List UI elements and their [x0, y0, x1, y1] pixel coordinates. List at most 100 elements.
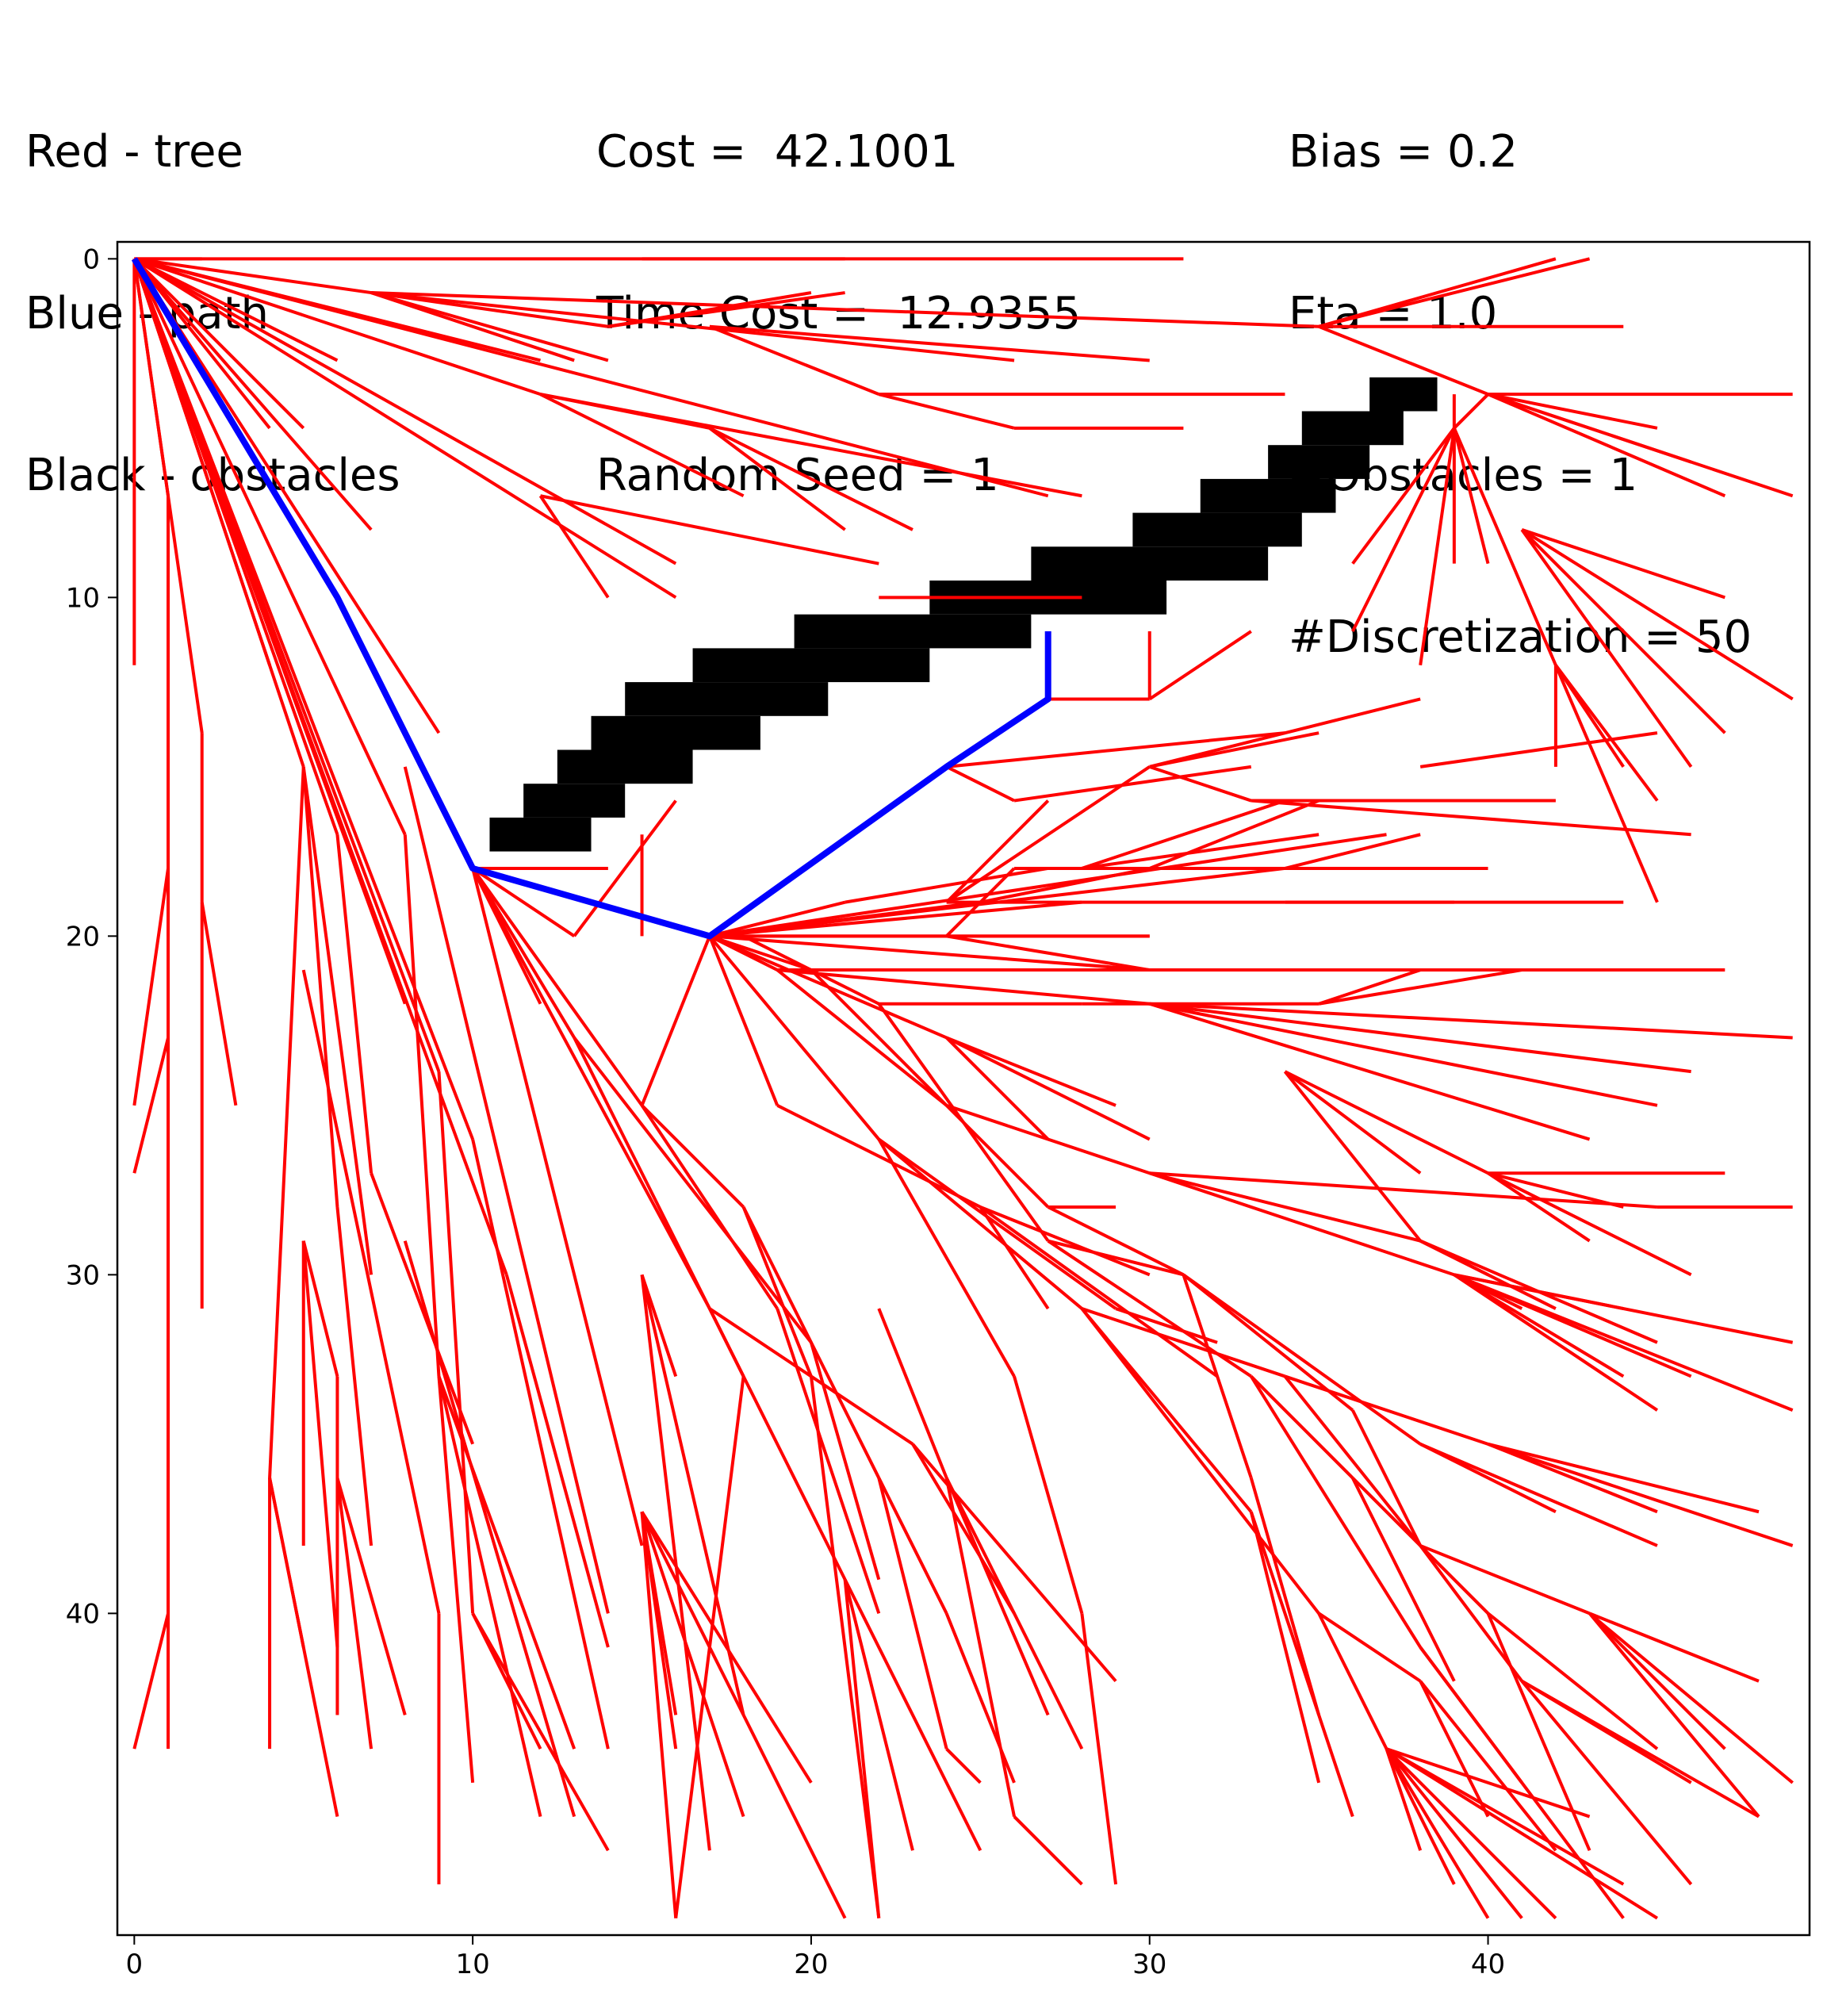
tree-edge	[877, 1138, 1016, 1378]
tree-edge	[945, 765, 1151, 904]
y-tick-label: 40	[66, 1598, 100, 1630]
tree-edge	[504, 1274, 610, 1648]
tree-edge	[1488, 393, 1658, 430]
discretization-label: #Discretization = 50	[1289, 611, 1752, 663]
tree-edge	[132, 257, 305, 430]
tree-edge	[1487, 393, 1726, 498]
tree-edge	[1081, 799, 1286, 870]
tree-edge	[471, 1612, 610, 1852]
tree-edge	[538, 495, 610, 599]
tree-edge	[776, 968, 948, 1107]
tree-edge	[640, 1274, 678, 1378]
tree-edge	[709, 934, 812, 972]
tree-edge	[403, 834, 441, 1377]
tree-edge	[877, 1002, 1050, 1242]
tree-edge	[335, 1478, 407, 1715]
tree-edge	[945, 765, 1015, 803]
tree-edge	[1283, 1375, 1422, 1547]
tree-edge	[133, 257, 677, 565]
tree-edge	[878, 1137, 1117, 1310]
tree-edge	[1351, 1477, 1456, 1682]
tree-edge	[979, 1205, 1219, 1378]
tree-edge	[132, 258, 508, 1276]
tree-edge	[1385, 1747, 1659, 1920]
tree-edge	[1182, 1273, 1422, 1446]
tree-edge	[132, 258, 271, 430]
tree-edge	[1148, 630, 1252, 701]
tree-edge	[133, 257, 1049, 498]
tree-edge	[437, 1376, 475, 1784]
tree-edge	[1149, 1171, 1455, 1277]
plot-frame	[116, 240, 1811, 1937]
tree-edge	[1318, 257, 1591, 328]
tree-edge	[945, 1036, 1116, 1107]
tree-edge	[877, 1308, 948, 1479]
tree-edge	[843, 1578, 982, 1852]
obstacle-cell	[1031, 546, 1269, 581]
tree-edge	[1487, 1612, 1659, 1750]
tree-edge	[944, 1477, 1050, 1716]
obstacle-cell	[1132, 512, 1302, 547]
tree-edge	[132, 868, 170, 1106]
obstacle-cell	[557, 749, 693, 784]
tree-edge	[1283, 1070, 1422, 1242]
tree-edge	[843, 1579, 914, 1851]
tree-edge	[132, 258, 475, 1140]
tree-edge	[640, 1274, 711, 1851]
tree-edge	[1149, 1171, 1421, 1243]
tree-edge	[708, 427, 846, 531]
tree-edge	[1487, 1442, 1794, 1547]
tree-edge	[1487, 1442, 1658, 1514]
tree-edge	[539, 393, 745, 498]
tree-edge	[437, 1375, 576, 1750]
tree-edge	[132, 1612, 170, 1750]
obstacle-cell	[489, 817, 592, 852]
tree-edge	[1115, 1307, 1218, 1344]
tree-edge	[946, 934, 1151, 972]
axis-ticks: 0 10 20 30 40 0 10 20 30 40	[66, 243, 1505, 1980]
tree-edge	[1487, 1171, 1692, 1277]
tree-edge	[640, 1511, 847, 1919]
tree-edge	[1013, 1815, 1083, 1886]
random-seed-label: Random Seed = 1	[596, 450, 999, 501]
x-tick-label: 30	[1132, 1949, 1166, 1980]
tree-edge	[709, 900, 846, 938]
tree-edge	[133, 257, 677, 600]
tree-edge	[1048, 1239, 1184, 1277]
tree-edge	[1149, 1002, 1591, 1141]
tree-edge	[1013, 1375, 1084, 1614]
tree-edge	[301, 766, 339, 1208]
tree-edge	[944, 1478, 1016, 1817]
tree-edge	[134, 257, 372, 295]
tree-edge	[471, 867, 644, 1107]
obstacle-cell	[1268, 445, 1370, 479]
tree-edge	[1318, 968, 1522, 1006]
tree-edge	[640, 1511, 813, 1784]
tree-edge	[1588, 1612, 1794, 1784]
tree-edge	[1013, 765, 1252, 803]
tree-edge	[1588, 1612, 1760, 1683]
tree-edge	[1520, 528, 1693, 768]
time-cost-label: Time Cost = 12.9355	[596, 288, 1082, 339]
tree-edge	[132, 259, 204, 734]
tree-edge	[573, 799, 677, 937]
y-tick-label: 20	[66, 921, 100, 952]
tree-edge	[437, 1071, 475, 1614]
tree-edge	[1385, 1747, 1591, 1819]
tree-edge	[1520, 528, 1726, 734]
tree-edge	[1419, 1544, 1523, 1682]
tree-edge	[1149, 1002, 1691, 1074]
tree-edge	[945, 1747, 982, 1784]
tree-edge	[132, 258, 373, 531]
tree-edge	[1149, 1002, 1658, 1107]
tree-edge	[944, 1612, 1016, 1784]
tree-edge	[1149, 1002, 1793, 1040]
tree-edge	[1317, 1612, 1388, 1750]
tree-edge	[1554, 664, 1659, 903]
legend-obstacles-label: Black - obstacles	[25, 450, 400, 501]
tree-edge	[437, 1376, 542, 1817]
path-line	[131, 257, 1051, 940]
tree-edge	[946, 1103, 1151, 1175]
tree-edge	[1148, 799, 1320, 870]
tree-edge	[1419, 1239, 1658, 1344]
